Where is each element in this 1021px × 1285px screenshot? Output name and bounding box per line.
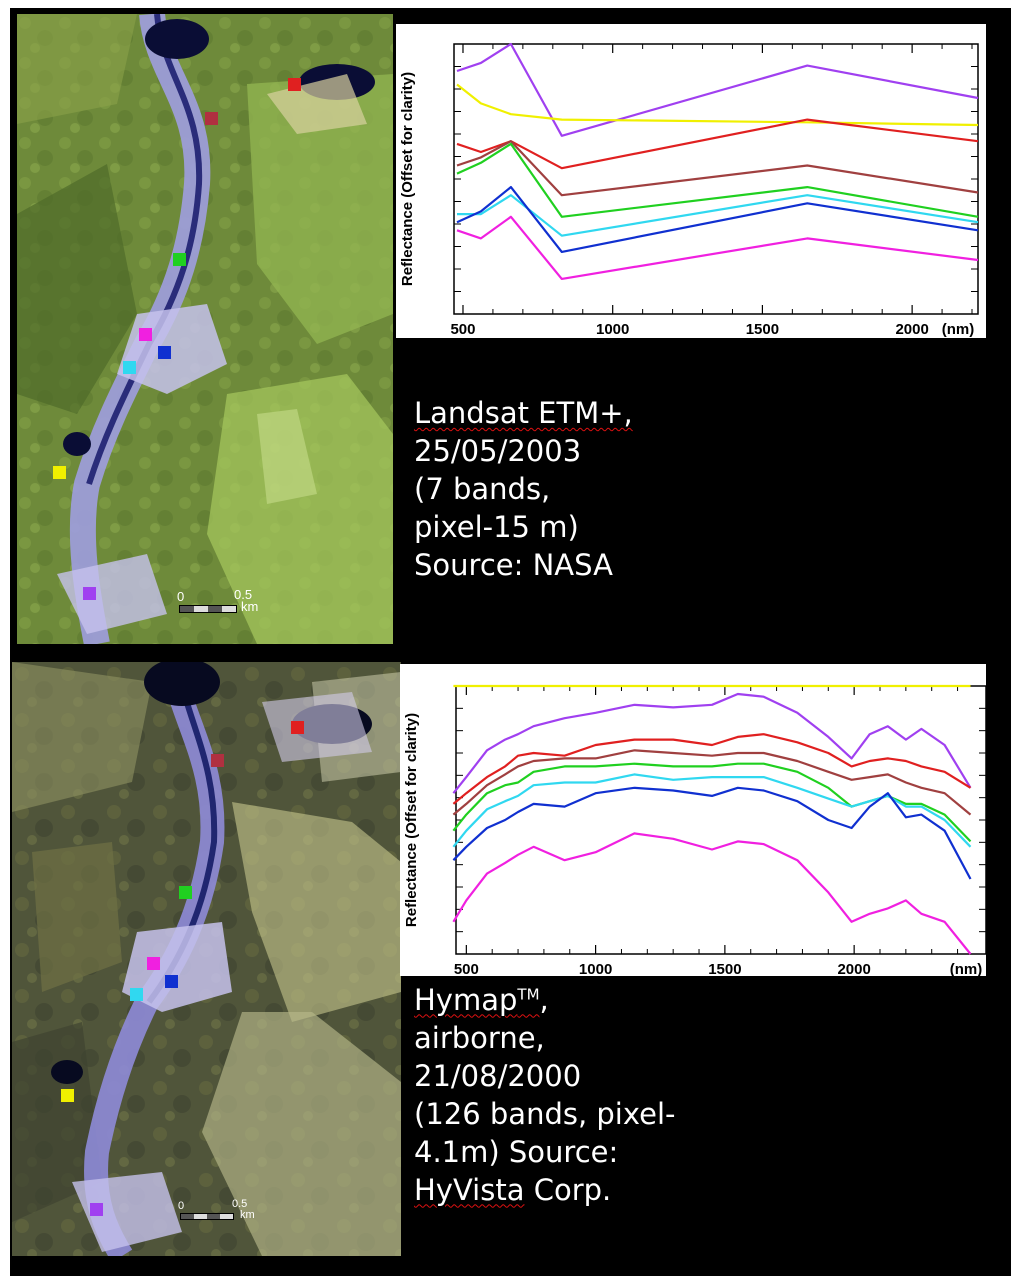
marker-yellow [53, 466, 66, 479]
scale-bar-unit: km [240, 1209, 255, 1221]
scale-bar: 0 0.5 km [178, 1198, 278, 1228]
landsat-chart-x-unit-label: (nm) [942, 321, 975, 338]
marker-blue [165, 975, 178, 988]
hymap-caption-line2: airborne, [414, 1020, 545, 1055]
hymap-chart-x-tick-label: 500 [454, 961, 479, 976]
scale-bar-half: 0.5 [232, 1198, 248, 1210]
scale-bar-zero: 0 [177, 589, 185, 604]
marker-red [291, 721, 304, 734]
hymap-caption-line4: (126 bands, pixel- [414, 1096, 676, 1131]
hymap-chart-series-line-2 [452, 733, 972, 805]
marker-brown [205, 112, 218, 125]
landsat-chart-x-tick-label: 1500 [746, 321, 779, 338]
marker-green [179, 886, 192, 899]
landsat-chart-series-line-2 [456, 118, 979, 170]
marker-magenta [139, 328, 152, 341]
landsat-chart-series-line-3 [456, 140, 979, 197]
scale-bar-graphic [180, 1213, 234, 1220]
scale-bar-zero: 0 [178, 1200, 185, 1212]
landsat-chart-series-line-6 [456, 186, 979, 253]
landsat-chart-series-line-5 [457, 194, 979, 237]
hymap-spectra-svg: 500 1000 1500 2000 (nm) Reflectance (Offset f… [403, 684, 987, 978]
marker-brown [211, 754, 224, 767]
marker-magenta [147, 957, 160, 970]
landsat-satellite-image: 0 0.5 km [17, 14, 393, 644]
landsat-chart-y-axis-label: Reflectance (Offset for clarity) [399, 72, 416, 286]
marker-cyan [123, 361, 136, 374]
landsat-chart-series-line-4 [456, 142, 979, 218]
landsat-chart-x-tick-label: 1000 [596, 321, 629, 338]
landsat-spectra-svg: 500 1000 1500 2000 (nm) Reflectance (Offset f… [399, 42, 979, 338]
marker-red [288, 78, 301, 91]
scale-bar: 0 0.5 km [177, 587, 282, 619]
marker-yellow [61, 1089, 74, 1102]
landsat-caption-line5: Source: NASA [414, 548, 613, 582]
hymap-chart-series-line-1 [452, 692, 972, 794]
hymap-comma: , [539, 982, 549, 1017]
landsat-spectra-chart: 500 1000 1500 2000 (nm) Reflectance (Offset f… [396, 24, 986, 338]
landsat-caption-line2: 25/05/2003 [414, 434, 582, 468]
hymap-word-text: Hymap [414, 982, 518, 1017]
hymap-word: HymapTM [414, 983, 540, 1017]
scale-bar-half: 0.5 [234, 587, 253, 602]
hymap-chart-x-tick-label: 2000 [837, 961, 870, 976]
hymap-chart-series-line-7 [452, 832, 972, 955]
hymap-chart-series-line-6 [452, 786, 972, 880]
landsat-caption-line1: Landsat ETM+, [414, 394, 674, 432]
landsat-chart-series-line-7 [456, 215, 979, 280]
hymap-caption-line3: 21/08/2000 [414, 1058, 582, 1093]
marker-purple [83, 587, 96, 600]
landsat-word: Landsat ETM+, [414, 396, 633, 430]
hymap-corp: Corp. [524, 1172, 612, 1207]
hymap-caption-line6: HyVista Corp. [414, 1171, 704, 1209]
hymap-chart-series-line-3 [452, 749, 972, 816]
hymap-airborne-image: 0 0.5 km [12, 662, 401, 1256]
landsat-caption: Landsat ETM+, 25/05/2003 (7 bands, pixel… [414, 394, 674, 584]
marker-purple [90, 1203, 103, 1216]
hymap-chart-series-line-5 [452, 773, 972, 848]
landsat-chart-x-tick-label: 2000 [895, 321, 928, 338]
marker-green [173, 253, 186, 266]
hyvista-word: HyVista [414, 1172, 525, 1207]
hymap-chart-x-unit-label: (nm) [950, 961, 983, 976]
marker-cyan [130, 988, 143, 1001]
landsat-chart-series-line-0 [456, 42, 979, 137]
hymap-caption-line5: 4.1m) Source: [414, 1134, 619, 1169]
hymap-spectra-chart: 500 1000 1500 2000 (nm) Reflectance (Offset f… [400, 664, 987, 978]
landsat-chart-x-tick-label: 500 [450, 321, 475, 338]
scale-bar-unit: km [241, 599, 259, 614]
landsat-caption-line4: pixel-15 m) [414, 510, 579, 544]
hymap-chart-y-axis-label: Reflectance (Offset for clarity) [403, 713, 420, 927]
marker-blue [158, 346, 171, 359]
hymap-caption: HymapTM, airborne, 21/08/2000 (126 bands… [414, 975, 704, 1209]
hymap-caption-line1: HymapTM, [414, 975, 704, 1019]
hymap-chart-series-line-4 [452, 762, 972, 843]
landsat-caption-line3: (7 bands, [414, 472, 551, 506]
hymap-chart-x-tick-label: 1500 [708, 961, 741, 976]
scale-bar-graphic [179, 605, 237, 613]
hymap-chart-x-tick-label: 1000 [579, 961, 612, 976]
hymap-trademark: TM [517, 985, 540, 1003]
